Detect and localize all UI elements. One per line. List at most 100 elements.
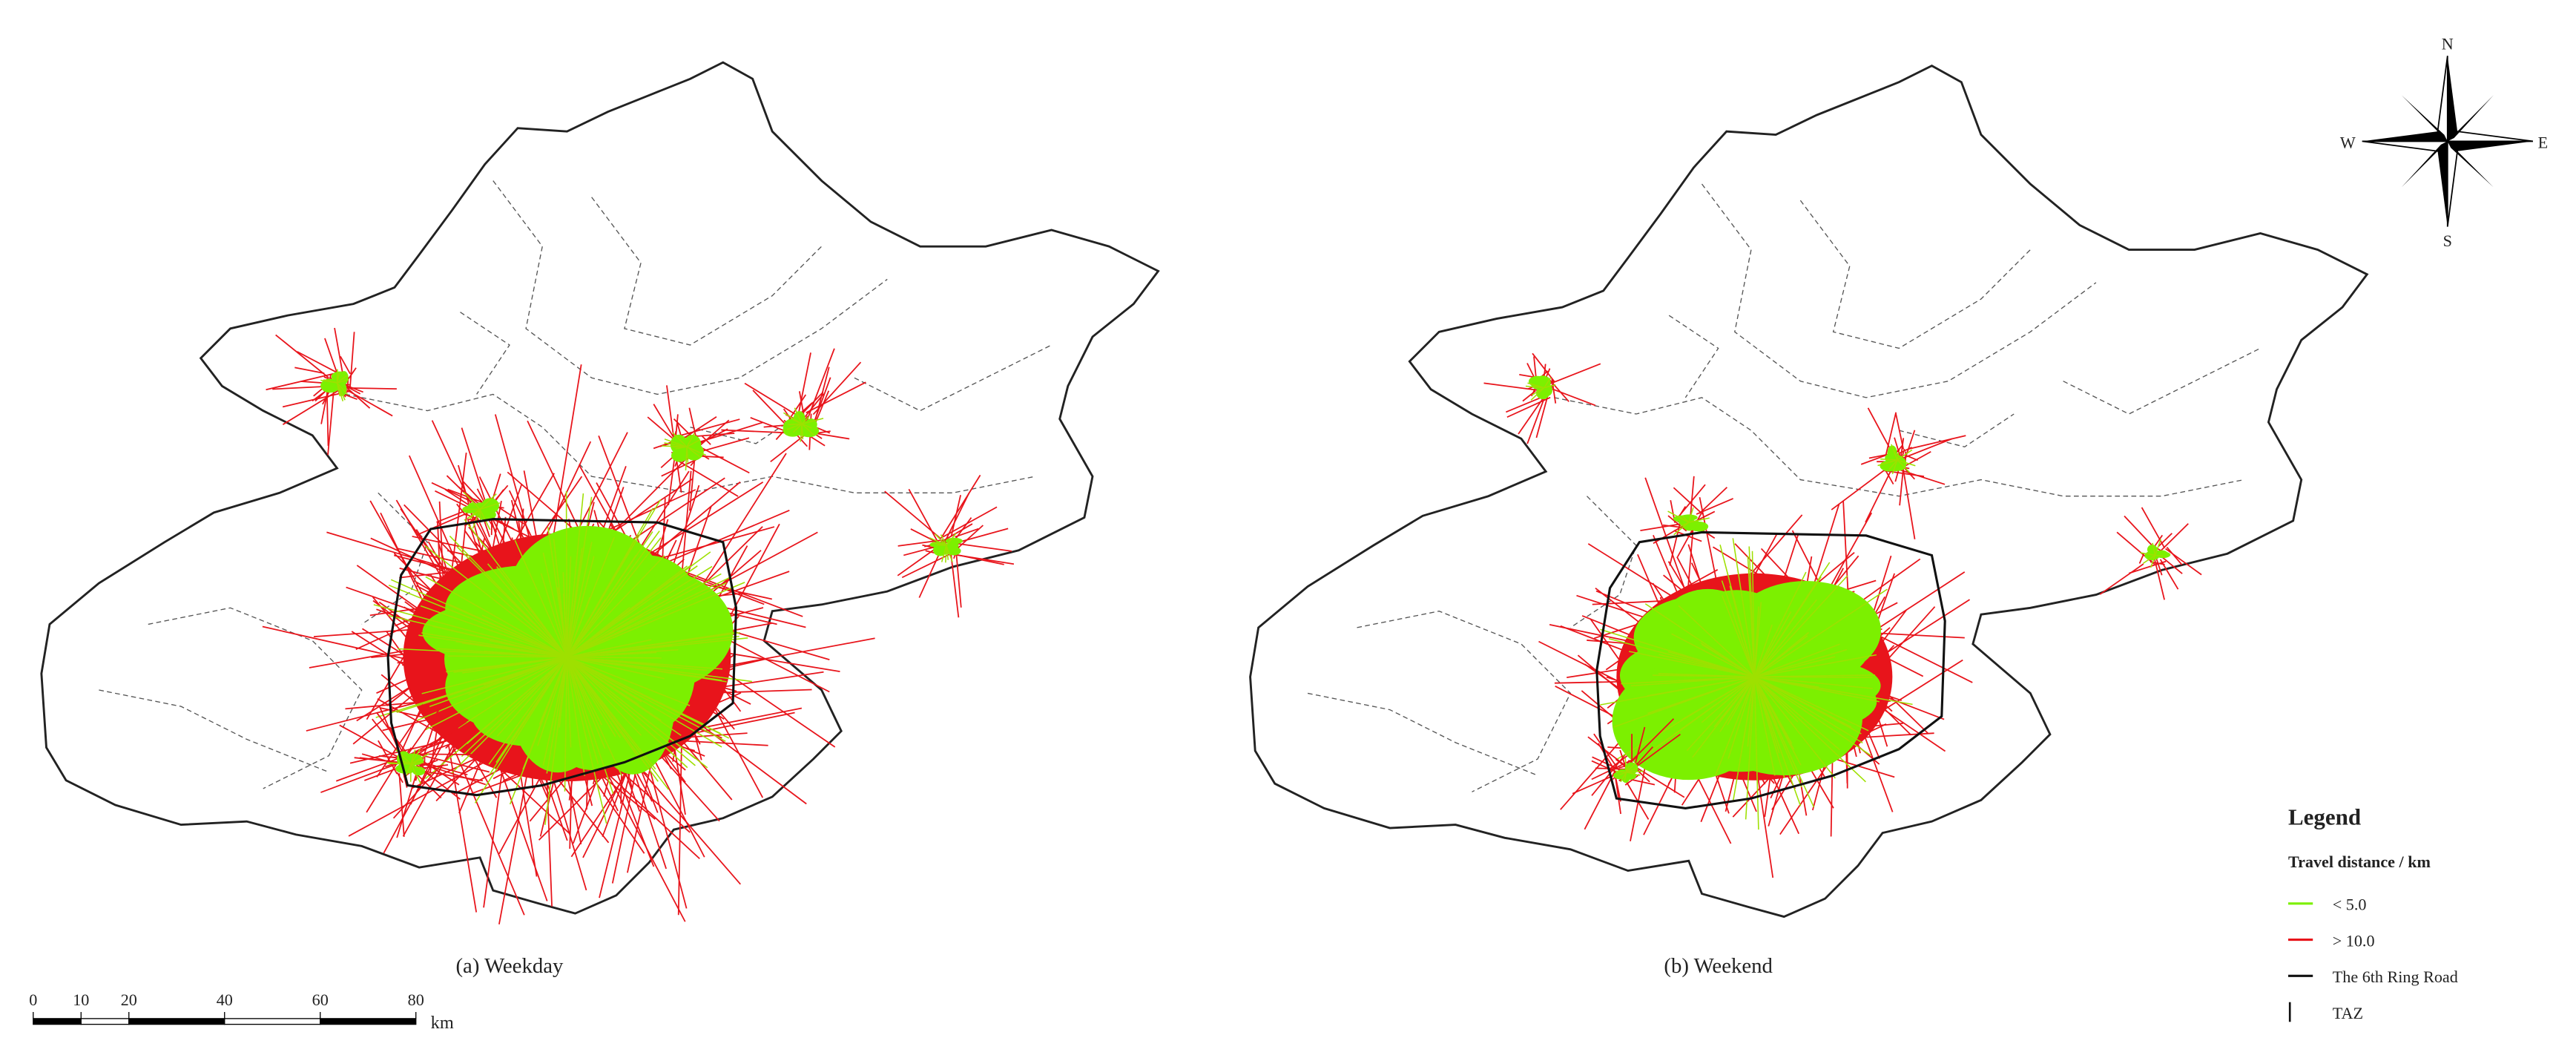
flow-short bbox=[456, 546, 567, 658]
flow-long bbox=[1701, 529, 1716, 539]
flow-long bbox=[1506, 396, 1551, 418]
flow-long bbox=[1899, 467, 1904, 506]
flow-short bbox=[410, 761, 424, 765]
flow-short bbox=[1753, 611, 1792, 677]
flow-long bbox=[349, 332, 355, 388]
scale-segment bbox=[224, 1018, 321, 1025]
flow-short bbox=[567, 582, 727, 658]
flow-short bbox=[1880, 458, 1898, 461]
flow-short bbox=[801, 424, 804, 440]
flow-short bbox=[1647, 676, 1755, 714]
flow-long bbox=[1532, 352, 1556, 383]
flow-long bbox=[1908, 435, 1966, 450]
flow-short bbox=[1615, 770, 1627, 773]
flow-short bbox=[1753, 676, 1836, 779]
flow-short bbox=[566, 548, 583, 657]
flow-short bbox=[1753, 571, 1807, 677]
flow-long bbox=[2166, 547, 2183, 565]
flow-short bbox=[567, 637, 748, 658]
flow-short bbox=[461, 657, 567, 758]
flow-long bbox=[1884, 470, 1925, 478]
flow-long bbox=[1673, 530, 1702, 542]
flow-short bbox=[1544, 377, 1552, 388]
flow-short bbox=[567, 582, 745, 658]
flow-short bbox=[801, 423, 812, 429]
ring-road bbox=[1595, 530, 1946, 809]
flow-short bbox=[488, 657, 568, 765]
flow-short bbox=[489, 657, 568, 775]
flow-short bbox=[2150, 555, 2156, 568]
flow-short bbox=[1701, 676, 1755, 723]
flows bbox=[1483, 352, 2202, 878]
flow-short bbox=[1624, 758, 1627, 772]
flow-short bbox=[479, 502, 501, 510]
flow-short bbox=[567, 614, 643, 658]
flow-long bbox=[396, 772, 418, 838]
flow-long bbox=[415, 753, 480, 756]
flow-long bbox=[2165, 548, 2202, 576]
flow-short bbox=[336, 382, 349, 395]
flow-short bbox=[479, 493, 497, 510]
flow-short bbox=[794, 407, 803, 424]
flow-short bbox=[566, 565, 698, 658]
flow-short bbox=[662, 445, 688, 448]
flow-long bbox=[1831, 468, 1887, 510]
flow-short bbox=[946, 545, 949, 560]
flow-short bbox=[566, 657, 659, 782]
flow-short bbox=[1754, 676, 1852, 728]
flow-short bbox=[491, 589, 567, 658]
flow-short bbox=[1636, 676, 1755, 763]
flow-short bbox=[1889, 455, 1905, 471]
flow-short bbox=[1753, 677, 1802, 806]
flow-short bbox=[567, 632, 741, 658]
scale-label: 20 bbox=[121, 990, 137, 1009]
flow-long bbox=[340, 355, 351, 375]
flow-short bbox=[566, 657, 614, 794]
flow-short bbox=[1714, 677, 1756, 776]
compass-label: W bbox=[2340, 133, 2356, 151]
flow-short bbox=[686, 439, 700, 447]
flow-short bbox=[472, 509, 481, 529]
flow-short bbox=[567, 657, 730, 739]
flow-short bbox=[1630, 676, 1755, 687]
legend-label: TAZ bbox=[2333, 1004, 2363, 1022]
flow-short bbox=[1753, 676, 1795, 750]
flow-long bbox=[334, 327, 345, 379]
flow-long bbox=[696, 444, 750, 474]
flow-short bbox=[1753, 676, 1799, 723]
flow-short bbox=[801, 423, 815, 436]
flow-short bbox=[1688, 507, 1694, 523]
flow-short bbox=[458, 657, 567, 729]
flow-short bbox=[686, 447, 689, 463]
flow-short bbox=[567, 657, 639, 706]
flow-long bbox=[811, 377, 831, 428]
flow-short bbox=[336, 372, 340, 384]
scale-segment bbox=[128, 1018, 225, 1025]
flow-short bbox=[1891, 459, 1898, 475]
flow-long bbox=[346, 387, 371, 409]
flow-long bbox=[955, 528, 1009, 544]
flow-short bbox=[451, 657, 567, 774]
flow-short bbox=[1882, 459, 1898, 465]
flow-short bbox=[1721, 580, 1756, 677]
flow-short bbox=[566, 657, 673, 755]
flow-short bbox=[496, 657, 568, 737]
flow-short bbox=[1652, 674, 1755, 678]
flow-short bbox=[1753, 676, 1866, 783]
flow-short bbox=[1754, 656, 1836, 678]
flow-short bbox=[410, 753, 429, 765]
flow-short bbox=[567, 656, 662, 659]
legend: Legend Travel distance / km < 5.0 > 10.0 T… bbox=[2288, 804, 2458, 1022]
flow-long bbox=[297, 351, 341, 375]
flow-long bbox=[941, 492, 970, 549]
flow-short bbox=[801, 418, 824, 425]
flow-short bbox=[664, 438, 688, 448]
map-panel: (a) Weekday bbox=[40, 61, 1160, 978]
flow-long bbox=[1631, 733, 1681, 771]
flow-short bbox=[1754, 676, 1873, 689]
flow-short bbox=[1897, 449, 1913, 461]
flow-short bbox=[1719, 676, 1756, 732]
flow-short bbox=[567, 576, 731, 658]
flow-short bbox=[416, 657, 567, 721]
